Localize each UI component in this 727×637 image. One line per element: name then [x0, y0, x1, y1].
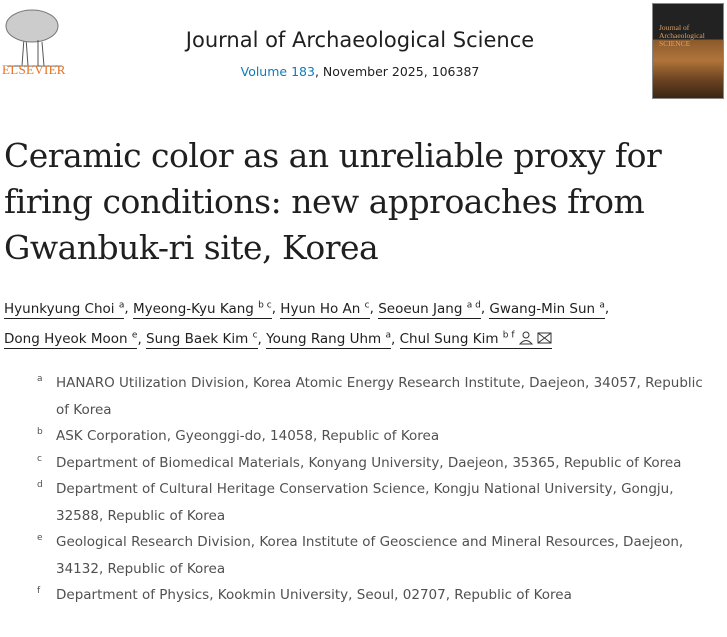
volume-info: Volume 183, November 2025, 106387	[120, 64, 600, 79]
affiliation-text: HANARO Utilization Division, Korea Atomi…	[56, 375, 703, 418]
affiliation-text: Department of Cultural Heritage Conserva…	[56, 481, 674, 524]
elsevier-tree-logo[interactable]	[2, 2, 68, 74]
author-affiliation-sup: e	[131, 330, 138, 341]
affiliation-label: a	[37, 374, 43, 384]
author-link[interactable]: Chul Sung Kim b f	[399, 330, 552, 349]
journal-title[interactable]: Journal of Archaeological Science	[185, 28, 535, 52]
volume-link[interactable]: Volume 183	[240, 64, 315, 79]
issue-info: , November 2025, 106387	[314, 64, 480, 79]
email-icon[interactable]	[537, 331, 552, 345]
author-link[interactable]: Dong Hyeok Moon e	[4, 330, 138, 349]
author-link[interactable]: Hyun Ho An c	[280, 300, 370, 319]
person-icon	[518, 331, 533, 345]
cover-text: Journal of Archaeological SCIENCE	[659, 23, 705, 48]
author-name: Chul Sung Kim	[399, 331, 499, 347]
affiliation-text: Department of Physics, Kookmin Universit…	[56, 587, 572, 603]
author-name: Gwang-Min Sun	[489, 300, 596, 317]
author-affiliation-sup: b c	[258, 300, 272, 310]
author-affiliation-sup: c	[252, 330, 258, 341]
author-name: Myeong-Kyu Kang	[132, 300, 254, 317]
author-affiliation-sup: a	[118, 300, 125, 310]
affiliation-text: Department of Biomedical Materials, Kony…	[56, 454, 682, 471]
author-name: Hyun Ho An	[280, 300, 361, 317]
author-link[interactable]: Young Rang Uhm a	[266, 331, 391, 349]
affiliation-label: c	[37, 453, 42, 464]
author-affiliation-sup: a d	[466, 300, 481, 310]
author-affiliation-sup: b f	[502, 330, 515, 341]
affiliation-item: a HANARO Utilization Division, Korea Atom…	[37, 370, 717, 423]
author-link[interactable]: Gwang-Min Sun a	[489, 300, 605, 319]
publisher-wordmark: ELSEVIER	[2, 62, 66, 77]
author-list: Hyunkyung Choi a, Myeong-Kyu Kang b c, H…	[4, 300, 610, 349]
author-affiliation-sup: a	[599, 300, 605, 310]
affiliation-label: f	[37, 586, 41, 596]
affiliation-text: ASK Corporation, Gyeonggi-do, 14058, Rep…	[56, 428, 440, 444]
author-link[interactable]: Myeong-Kyu Kang b c	[132, 300, 272, 319]
affiliation-list: a HANARO Utilization Division, Korea Atom…	[37, 370, 717, 609]
author-name: Sung Baek Kim	[146, 331, 249, 347]
article-title: Ceramic color as an unreliable proxy for…	[4, 136, 662, 267]
affiliation-item: d Department of Cultural Heritage Conserv…	[37, 476, 717, 529]
affiliation-label: b	[37, 427, 43, 437]
affiliation-item: b ASK Corporation, Gyeonggi-do, 14058, Re…	[37, 423, 717, 450]
author-name: Dong Hyeok Moon	[4, 331, 128, 347]
journal-cover-image[interactable]: Journal of Archaeological SCIENCE	[652, 3, 724, 99]
author-link[interactable]: Hyunkyung Choi a	[4, 300, 125, 319]
author-name: Young Rang Uhm	[266, 331, 382, 347]
author-name: Hyunkyung Choi	[4, 300, 115, 317]
author-affiliation-sup: a	[385, 330, 391, 341]
affiliation-text: Geological Research Division, Korea Inst…	[56, 534, 684, 577]
affiliation-item: f Department of Physics, Kookmin Universi…	[37, 582, 717, 609]
affiliation-label: d	[37, 480, 43, 490]
author-affiliation-sup: c	[364, 300, 370, 310]
affiliation-item: e Geological Research Division, Korea Ins…	[37, 529, 717, 582]
affiliation-label: e	[37, 533, 43, 543]
author-link[interactable]: Seoeun Jang a d	[378, 300, 481, 319]
author-name: Seoeun Jang	[378, 300, 463, 317]
author-link[interactable]: Sung Baek Kim c	[146, 331, 258, 349]
affiliation-item: c Department of Biomedical Materials, Kon…	[37, 450, 717, 477]
